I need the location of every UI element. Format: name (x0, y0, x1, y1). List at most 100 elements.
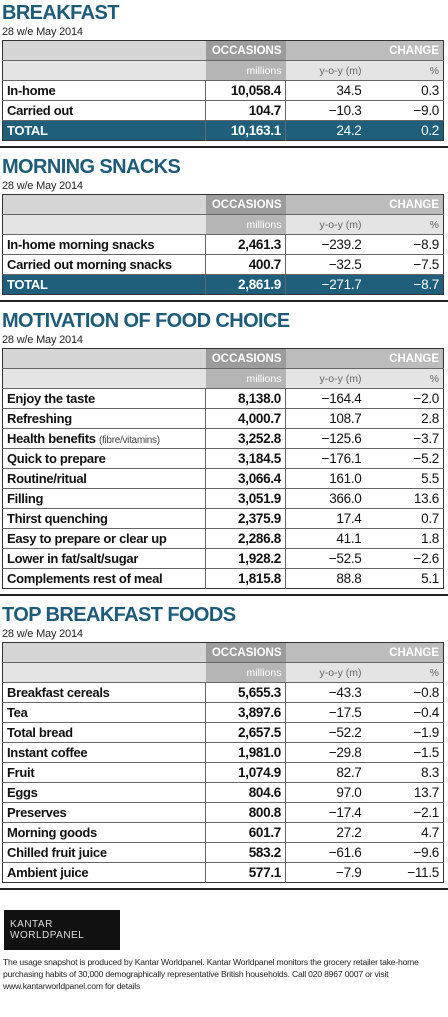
header-cell: CHANGE (285, 40, 444, 61)
value-cell: −52.2 (285, 722, 366, 743)
label-text: Instant coffee (7, 745, 88, 760)
value-cell: 41.1 (285, 528, 366, 549)
header-row: OCCASIONS CHANGE (2, 40, 444, 61)
label-text: Routine/ritual (7, 471, 87, 486)
value-cell: 27.2 (285, 822, 366, 843)
header-cell: CHANGE (285, 642, 444, 663)
label-text: Morning goods (7, 825, 97, 840)
row-label: Instant coffee (2, 742, 206, 763)
sections: BREAKFAST 28 w/e May 2014 OCCASIONS CHANGE m… (0, 0, 448, 890)
data-row: Carried out morning snacks 400.7 −32.5 −7.5 (2, 254, 444, 275)
value-cell: 8,138.0 (205, 388, 286, 409)
value-cell: 1,815.8 (205, 568, 286, 589)
data-row: Lower in fat/salt/sugar 1,928.2 −52.5 −2.6 (2, 548, 444, 569)
label-text: Total bread (7, 725, 73, 740)
data-row: TOTAL 2,861.9 −271.7 −8.7 (2, 274, 444, 295)
data-row: Routine/ritual 3,066.4 161.0 5.5 (2, 468, 444, 489)
data-row: Health benefits (fibre/vitamins) 3,252.8−… (2, 428, 444, 449)
value-cell: 1,074.9 (205, 762, 286, 783)
value-cell: 1,981.0 (205, 742, 286, 763)
value-cell: 3,184.5 (205, 448, 286, 469)
data-table: OCCASIONS CHANGE millions y-o-y (m)% In-home… (2, 40, 444, 141)
units-cell: % (365, 60, 444, 81)
data-row: Complements rest of meal 1,815.8 88.8 5.1 (2, 568, 444, 589)
value-cell: 5,655.3 (205, 682, 286, 703)
data-table: OCCASIONS CHANGE millions y-o-y (m)% Enjoy t… (2, 348, 444, 589)
value-cell: −7.5 (365, 254, 444, 275)
table-body: OCCASIONS CHANGE millions y-o-y (m)% Breakfa… (2, 642, 444, 883)
value-cell: 82.7 (285, 762, 366, 783)
label-text: Preserves (7, 805, 67, 820)
row-label: TOTAL (2, 274, 206, 295)
value-cell: 1,928.2 (205, 548, 286, 569)
value-cell: −1.5 (365, 742, 444, 763)
row-label: Chilled fruit juice (2, 842, 206, 863)
value-cell: 2.8 (365, 408, 444, 429)
header-cell: OCCASIONS (205, 642, 286, 663)
section-title: MOTIVATION OF FOOD CHOICE (2, 310, 290, 332)
value-cell: −61.6 (285, 842, 366, 863)
label-text: Eggs (7, 785, 38, 800)
value-cell: −2.1 (365, 802, 444, 823)
data-table: OCCASIONS CHANGE millions y-o-y (m)% In-home… (2, 194, 444, 295)
row-label: Breakfast cereals (2, 682, 206, 703)
value-cell: −9.0 (365, 100, 444, 121)
value-cell: −176.1 (285, 448, 366, 469)
header-cell: CHANGE (285, 348, 444, 369)
label-text: Enjoy the taste (7, 391, 95, 406)
value-cell: 4.7 (365, 822, 444, 843)
value-cell: 4,000.7 (205, 408, 286, 429)
value-cell: −29.8 (285, 742, 366, 763)
data-row: Total bread 2,657.5 −52.2 −1.9 (2, 722, 444, 743)
section-subtitle: 28 w/e May 2014 (2, 180, 83, 192)
value-cell: 161.0 (285, 468, 366, 489)
row-label: Lower in fat/salt/sugar (2, 548, 206, 569)
label-text: Carried out (7, 103, 74, 118)
units-cell: y-o-y (m) (285, 214, 366, 235)
units-row: millions y-o-y (m)% (2, 662, 444, 683)
value-cell: 0.3 (365, 80, 444, 101)
data-row: TOTAL 10,163.1 24.2 0.2 (2, 120, 444, 141)
value-cell: 10,163.1 (205, 120, 286, 141)
label-text: Carried out morning snacks (7, 257, 172, 272)
label-text: Easy to prepare or clear up (7, 531, 167, 546)
value-cell: 5.1 (365, 568, 444, 589)
units-cell: y-o-y (m) (285, 368, 366, 389)
value-cell: 3,897.6 (205, 702, 286, 723)
value-cell: −11.5 (365, 862, 444, 883)
table-body: OCCASIONS CHANGE millions y-o-y (m)% In-home… (2, 194, 444, 295)
header-row: OCCASIONS CHANGE (2, 348, 444, 369)
label-text: Fruit (7, 765, 35, 780)
data-row: Fruit 1,074.9 82.7 8.3 (2, 762, 444, 783)
value-cell: 577.1 (205, 862, 286, 883)
data-row: Ambient juice 577.1 −7.9 −11.5 (2, 862, 444, 883)
data-row: Filling 3,051.9 366.0 13.6 (2, 488, 444, 509)
value-cell: −1.9 (365, 722, 444, 743)
label-text: Tea (7, 705, 28, 720)
row-label: Preserves (2, 802, 206, 823)
units-cell: % (365, 368, 444, 389)
row-label: Health benefits (fibre/vitamins) (2, 428, 206, 449)
value-cell: 10,058.4 (205, 80, 286, 101)
value-cell: −8.7 (365, 274, 444, 295)
row-label: Quick to prepare (2, 448, 206, 469)
value-cell: −164.4 (285, 388, 366, 409)
label-text: TOTAL (7, 277, 48, 292)
value-cell: −7.9 (285, 862, 366, 883)
units-cell: millions (205, 368, 286, 389)
units-cell: millions (205, 662, 286, 683)
units-cell: millions (205, 214, 286, 235)
section-subtitle: 28 w/e May 2014 (2, 26, 83, 38)
section: BREAKFAST 28 w/e May 2014 OCCASIONS CHANGE m… (0, 0, 448, 148)
row-label: Refreshing (2, 408, 206, 429)
label-text: Ambient juice (7, 865, 89, 880)
row-label: Carried out morning snacks (2, 254, 206, 275)
units-row: millions y-o-y (m)% (2, 368, 444, 389)
row-label: In-home (2, 80, 206, 101)
label-text: Breakfast cereals (7, 685, 110, 700)
value-cell: −17.5 (285, 702, 366, 723)
units-cell: y-o-y (m) (285, 60, 366, 81)
value-cell: 2,861.9 (205, 274, 286, 295)
row-label: Enjoy the taste (2, 388, 206, 409)
footer: KANTAR WORLDPANEL The usage snapshot is … (0, 896, 448, 992)
